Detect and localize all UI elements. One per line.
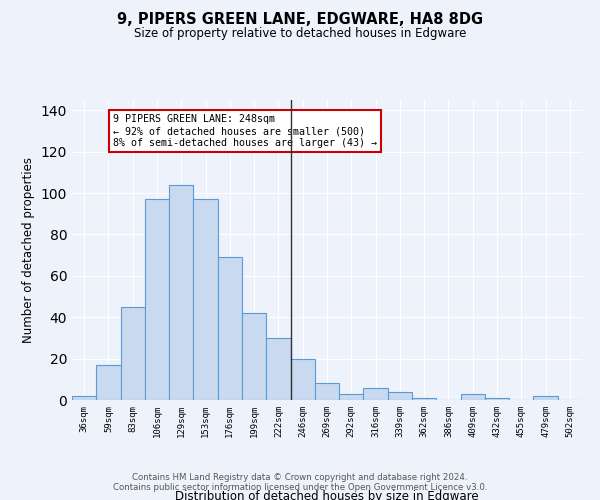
- Bar: [72, 396, 96, 400]
- Bar: [290, 358, 315, 400]
- Bar: [364, 388, 388, 400]
- Bar: [485, 398, 509, 400]
- Bar: [145, 200, 169, 400]
- Bar: [461, 394, 485, 400]
- Bar: [169, 185, 193, 400]
- Text: 9 PIPERS GREEN LANE: 248sqm
← 92% of detached houses are smaller (500)
8% of sem: 9 PIPERS GREEN LANE: 248sqm ← 92% of det…: [113, 114, 377, 148]
- Text: 9, PIPERS GREEN LANE, EDGWARE, HA8 8DG: 9, PIPERS GREEN LANE, EDGWARE, HA8 8DG: [117, 12, 483, 28]
- Bar: [96, 365, 121, 400]
- X-axis label: Distribution of detached houses by size in Edgware: Distribution of detached houses by size …: [175, 490, 479, 500]
- Y-axis label: Number of detached properties: Number of detached properties: [22, 157, 35, 343]
- Bar: [533, 396, 558, 400]
- Bar: [242, 313, 266, 400]
- Text: Contains HM Land Registry data © Crown copyright and database right 2024.
Contai: Contains HM Land Registry data © Crown c…: [113, 473, 487, 492]
- Bar: [121, 307, 145, 400]
- Bar: [412, 398, 436, 400]
- Bar: [193, 200, 218, 400]
- Bar: [315, 384, 339, 400]
- Bar: [388, 392, 412, 400]
- Bar: [218, 257, 242, 400]
- Text: Size of property relative to detached houses in Edgware: Size of property relative to detached ho…: [134, 28, 466, 40]
- Bar: [266, 338, 290, 400]
- Bar: [339, 394, 364, 400]
